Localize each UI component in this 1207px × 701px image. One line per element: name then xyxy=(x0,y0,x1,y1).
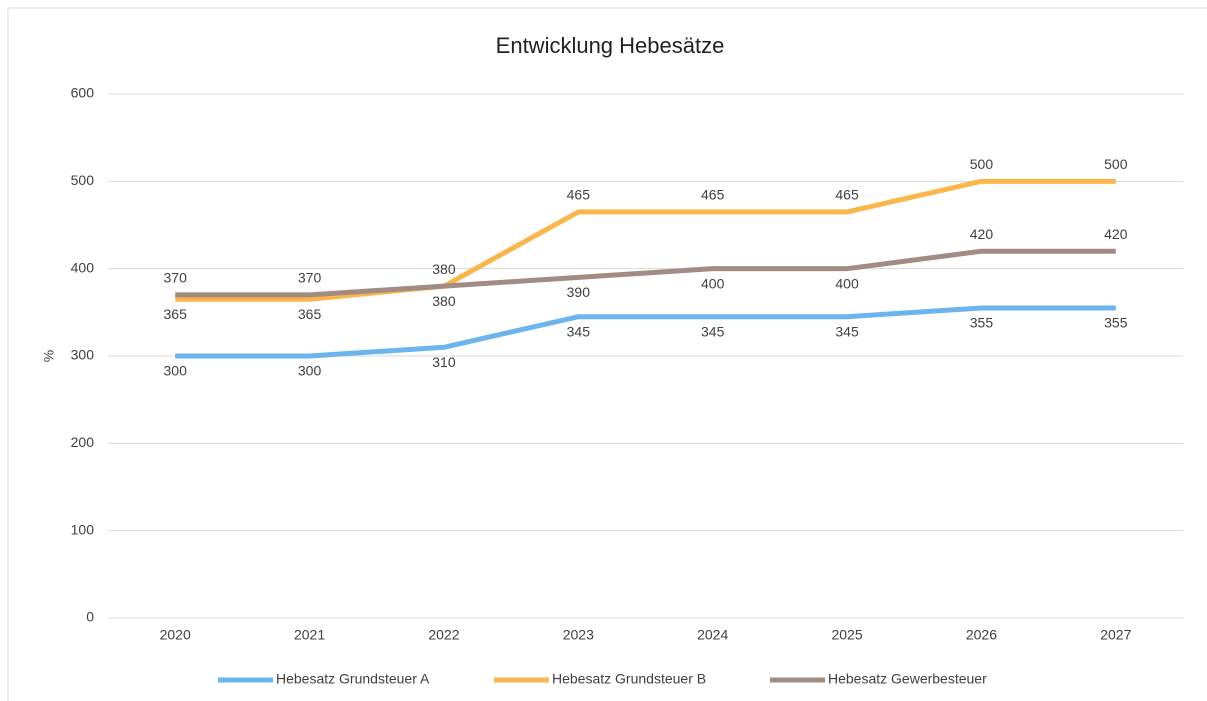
y-tick-label: 500 xyxy=(71,172,95,188)
data-label: 500 xyxy=(970,156,994,172)
x-tick-label: 2025 xyxy=(831,627,862,643)
legend-label: Hebesatz Gewerbesteuer xyxy=(828,671,987,687)
data-label: 500 xyxy=(1104,156,1128,172)
data-label: 400 xyxy=(701,275,725,291)
data-label: 390 xyxy=(567,284,591,300)
data-label: 365 xyxy=(164,306,188,322)
series-line xyxy=(175,248,1116,298)
y-tick-label: 200 xyxy=(71,434,95,450)
data-label: 400 xyxy=(835,275,859,291)
legend-label: Hebesatz Grundsteuer B xyxy=(552,671,706,687)
y-tick-label: 300 xyxy=(71,347,95,363)
y-tick-label: 100 xyxy=(71,521,95,537)
data-label: 300 xyxy=(164,363,188,379)
data-label: 465 xyxy=(701,187,725,203)
series-line xyxy=(175,305,1116,359)
data-label: 380 xyxy=(432,293,456,309)
data-label: 420 xyxy=(970,226,994,242)
data-label: 365 xyxy=(298,306,322,322)
data-label: 380 xyxy=(432,261,456,277)
x-tick-label: 2021 xyxy=(294,627,325,643)
x-tick-label: 2027 xyxy=(1100,627,1131,643)
legend-label: Hebesatz Grundsteuer A xyxy=(276,671,430,687)
y-tick-label: 400 xyxy=(71,259,95,275)
x-tick-label: 2022 xyxy=(428,627,459,643)
y-axis-label: % xyxy=(41,350,57,362)
y-tick-label: 0 xyxy=(86,609,94,625)
data-label: 355 xyxy=(1104,315,1128,331)
x-tick-label: 2026 xyxy=(966,627,997,643)
data-label: 370 xyxy=(298,270,322,286)
x-tick-label: 2024 xyxy=(697,627,728,643)
data-label: 345 xyxy=(835,323,859,339)
data-label: 345 xyxy=(701,323,725,339)
data-label: 300 xyxy=(298,363,322,379)
frame xyxy=(7,7,1207,701)
data-label: 465 xyxy=(567,187,591,203)
data-label: 345 xyxy=(567,323,591,339)
x-tick-label: 2023 xyxy=(563,627,594,643)
chart-title: Entwicklung Hebesätze xyxy=(496,33,725,58)
series-line xyxy=(175,178,1116,302)
y-tick-label: 600 xyxy=(71,85,95,101)
data-label: 370 xyxy=(164,270,188,286)
data-label: 465 xyxy=(835,187,859,203)
x-tick-label: 2020 xyxy=(160,627,191,643)
data-label: 420 xyxy=(1104,226,1128,242)
data-label: 355 xyxy=(970,315,994,331)
data-label: 310 xyxy=(432,354,456,370)
